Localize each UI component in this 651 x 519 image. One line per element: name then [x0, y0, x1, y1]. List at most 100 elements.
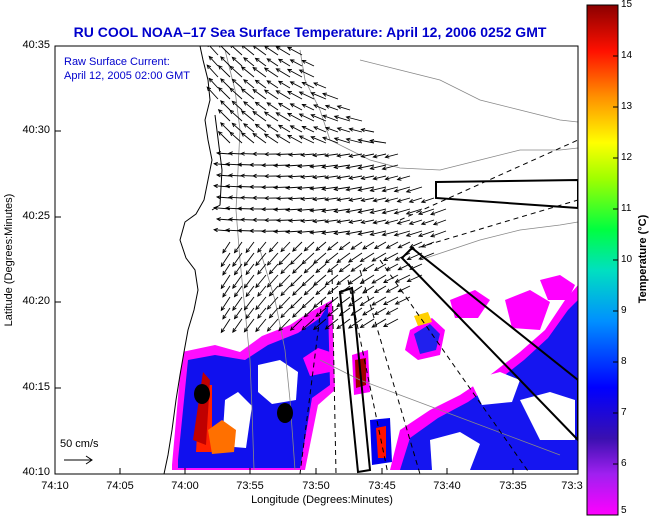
current-vector-head: [240, 132, 246, 137]
current-vector: [336, 274, 351, 285]
current-vector: [255, 123, 267, 133]
current-vector-head: [252, 66, 258, 72]
current-vector: [409, 263, 423, 270]
current-vector: [302, 81, 315, 89]
current-vector: [278, 102, 291, 111]
current-vector-head: [260, 229, 266, 234]
current-vector: [228, 174, 243, 177]
current-vector-head: [278, 304, 283, 310]
current-vector-head: [432, 221, 438, 226]
y-tick-label: 40:20: [22, 295, 50, 307]
current-vector: [241, 66, 255, 78]
current-vector-head: [369, 187, 375, 192]
current-vector: [322, 208, 339, 212]
current-vector-head: [272, 207, 278, 212]
current-vector: [290, 81, 303, 89]
current-vector: [398, 263, 411, 271]
current-vector-head: [287, 218, 293, 223]
current-vector: [325, 296, 339, 308]
current-vector: [371, 274, 387, 284]
current-vector: [419, 252, 435, 260]
current-vector: [229, 87, 243, 100]
y-tick-label: 40:35: [22, 39, 50, 51]
current-vector-head: [417, 232, 423, 238]
current-vector-head: [277, 102, 283, 107]
current-vector-head: [245, 314, 250, 320]
current-vector: [406, 230, 423, 237]
colorbar-tick-label: 14: [621, 50, 633, 61]
current-vector-head: [381, 166, 387, 171]
current-vector: [255, 79, 267, 89]
current-vector: [362, 285, 375, 294]
current-vector-head: [255, 261, 260, 267]
current-vector-head: [241, 46, 246, 49]
current-vector-head: [222, 292, 227, 298]
current-vector-head: [345, 209, 351, 214]
current-vector: [362, 241, 375, 250]
current-vector-head: [362, 311, 368, 316]
current-vector: [301, 274, 315, 287]
current-vector: [299, 113, 315, 122]
current-vector-head: [239, 151, 245, 156]
current-vector: [206, 86, 219, 100]
current-vector: [209, 46, 219, 56]
current-vector: [292, 241, 303, 252]
current-vector: [278, 252, 291, 265]
current-vector-head: [309, 230, 315, 235]
current-vector-head: [393, 232, 399, 237]
current-vector: [346, 230, 363, 235]
current-vector-head: [324, 259, 330, 264]
current-vector: [244, 296, 255, 311]
current-vector: [266, 80, 279, 89]
colorbar-tick-label: 8: [621, 356, 627, 367]
current-vector: [313, 82, 327, 89]
current-vector-head: [220, 262, 225, 268]
current-vector-head: [240, 66, 246, 71]
current-vector-head: [236, 206, 242, 211]
current-vector: [337, 153, 351, 157]
current-vector: [348, 274, 363, 285]
current-vector-head: [263, 151, 269, 157]
current-vector: [325, 197, 339, 201]
current-vector: [346, 138, 363, 144]
current-vector-head: [420, 199, 426, 204]
current-vector-head: [231, 122, 237, 128]
current-vector-head: [220, 306, 225, 312]
current-vector: [243, 57, 255, 67]
current-vector: [374, 285, 387, 293]
current-vector-head: [394, 256, 400, 261]
current-vector-head: [350, 311, 356, 316]
current-annotation-line2: April 12, 2005 02:00 GMT: [64, 70, 190, 82]
current-vector-head: [233, 270, 239, 276]
current-vector-head: [224, 206, 230, 211]
current-vector-head: [297, 164, 302, 169]
current-vector: [276, 90, 291, 100]
current-vector: [418, 208, 435, 215]
current-vector-head: [266, 305, 272, 310]
current-vector: [358, 164, 375, 169]
current-vector: [287, 47, 303, 56]
current-vector-head: [301, 303, 307, 309]
current-vector: [337, 175, 351, 179]
current-vector-head: [303, 290, 309, 296]
current-vector: [267, 296, 279, 310]
current-vector: [327, 307, 339, 317]
current-vector: [394, 186, 411, 192]
current-vector-head: [405, 210, 411, 215]
current-vector: [231, 122, 243, 133]
current-vector: [337, 105, 351, 111]
current-vector: [206, 64, 219, 78]
current-vector: [301, 219, 315, 222]
current-vector-head: [292, 291, 297, 296]
current-vector: [208, 56, 219, 67]
current-vector-head: [239, 173, 245, 178]
current-vector: [255, 274, 267, 288]
current-vector: [298, 230, 315, 233]
current-vector: [287, 69, 303, 78]
current-vector: [255, 318, 267, 332]
current-vector-head: [350, 267, 356, 272]
current-vector: [255, 296, 267, 310]
current-vector: [334, 164, 351, 168]
current-vector-head: [359, 323, 365, 329]
current-vector-head: [406, 278, 412, 283]
